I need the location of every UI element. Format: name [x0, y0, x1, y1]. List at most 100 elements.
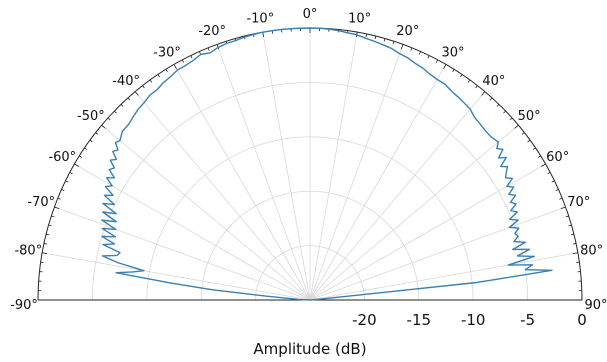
angle-tick-mark	[216, 44, 220, 50]
angle-tick-mark	[475, 85, 478, 89]
radial-tick-label: -10	[461, 311, 486, 329]
angle-tick-mark	[45, 233, 50, 236]
angle-tick-mark	[101, 124, 106, 129]
angle-tick-mark	[570, 233, 575, 236]
angle-tick-mark	[537, 155, 541, 158]
angle-tick-mark	[572, 252, 578, 255]
angle-tick-mark	[560, 206, 566, 210]
angle-tick-label: 0°	[303, 7, 318, 22]
angle-tick-mark	[207, 47, 210, 51]
angle-tick-mark	[551, 180, 555, 183]
grid-spoke	[309, 44, 404, 301]
angle-tick-mark	[496, 104, 500, 107]
radial-tick-labels: -20 -15 -10 -5 0	[352, 311, 587, 329]
radial-tick-label: 0	[577, 311, 587, 329]
angle-tick-mark	[114, 110, 117, 114]
angle-tick-label: 30°	[441, 45, 464, 60]
angle-tick-mark	[541, 163, 546, 167]
grid-spoke	[309, 32, 358, 301]
grid-spoke	[262, 32, 311, 301]
radial-tick-label: -20	[352, 311, 377, 329]
radial-tick-label: -5	[520, 311, 535, 329]
angle-tick-mark	[79, 155, 83, 158]
angle-tick-mark	[65, 180, 69, 183]
angle-tick-mark	[374, 35, 377, 40]
angle-tick-mark	[489, 97, 493, 101]
angle-tick-mark	[134, 91, 139, 96]
angle-tick-mark	[419, 51, 421, 55]
grid-spoke	[54, 206, 311, 301]
angle-tick-label: 40°	[482, 74, 505, 89]
angle-tick-mark	[509, 117, 513, 121]
angle-tick-mark	[74, 163, 79, 167]
angle-tick-mark	[142, 85, 145, 89]
angle-tick-mark	[573, 243, 577, 245]
angle-tick-mark	[568, 224, 572, 227]
grid-spoke	[134, 91, 311, 301]
angle-tick-label: 20°	[396, 24, 419, 39]
angle-tick-mark	[43, 243, 47, 245]
angle-tick-mark	[48, 224, 52, 227]
angle-tick-mark	[54, 206, 60, 210]
angle-tick-mark	[503, 110, 506, 114]
grid-spoke	[101, 124, 311, 301]
angle-tick-mark	[383, 38, 386, 42]
angle-tick-mark	[481, 91, 486, 96]
angle-tick-mark	[107, 117, 111, 121]
grid-spoke	[173, 64, 311, 301]
angle-tick-mark	[392, 41, 395, 45]
angle-tick-mark	[165, 69, 168, 73]
angle-tick-mark	[262, 32, 265, 38]
grid-spoke	[309, 64, 447, 301]
angle-tick-label: -60°	[48, 150, 76, 165]
angle-tick-label: -90°	[10, 298, 38, 313]
angle-tick-label: 60°	[546, 150, 569, 165]
angle-tick-label: -30°	[153, 45, 181, 60]
angle-tick-mark	[149, 79, 153, 83]
angle-tick-mark	[514, 124, 519, 129]
series-line	[101, 27, 553, 301]
angle-tick-mark	[157, 74, 160, 78]
angle-tick-mark	[181, 59, 185, 63]
angle-tick-mark	[427, 55, 430, 59]
angle-tick-mark	[521, 132, 525, 135]
grid-spoke	[309, 124, 519, 301]
angle-tick-label: -10°	[246, 11, 274, 26]
grid-spoke	[216, 44, 311, 301]
angle-tick-mark	[460, 74, 463, 78]
angle-tick-mark	[127, 97, 131, 101]
angle-tick-mark	[89, 139, 93, 143]
x-axis-title: Amplitude (dB)	[253, 340, 366, 358]
angle-tick-label: 70°	[567, 195, 590, 210]
polar-grid	[38, 28, 582, 301]
angle-tick-label: -80°	[14, 243, 42, 258]
radial-tick-label: -15	[407, 311, 432, 329]
angle-tick-mark	[467, 79, 471, 83]
angle-tick-mark	[555, 189, 559, 191]
angle-tick-mark	[84, 147, 88, 150]
angle-tick-mark	[95, 132, 99, 135]
angle-tick-mark	[120, 104, 124, 107]
angle-tick-label: 10°	[348, 11, 371, 26]
angle-tick-mark	[452, 69, 455, 73]
grid-spoke	[309, 252, 578, 301]
angle-tick-mark	[69, 171, 73, 175]
angle-tick-mark	[365, 33, 367, 37]
angle-tick-mark	[443, 64, 447, 69]
angle-tick-mark	[42, 252, 48, 255]
grid-spoke	[309, 206, 566, 301]
angle-tick-mark	[173, 64, 177, 69]
angle-tick-label: 50°	[518, 109, 541, 124]
angle-tick-mark	[565, 215, 569, 218]
angle-tick-label: 90°	[584, 298, 607, 313]
angle-tick-mark	[57, 197, 61, 200]
grid-spoke	[309, 163, 546, 301]
angle-tick-mark	[410, 47, 413, 51]
angle-tick-label: -40°	[112, 74, 140, 89]
angle-tick-label: -20°	[198, 24, 226, 39]
grid-spoke	[42, 252, 311, 301]
angle-tick-mark	[190, 55, 193, 59]
angle-tick-mark	[527, 139, 531, 143]
series-layer	[101, 27, 553, 301]
